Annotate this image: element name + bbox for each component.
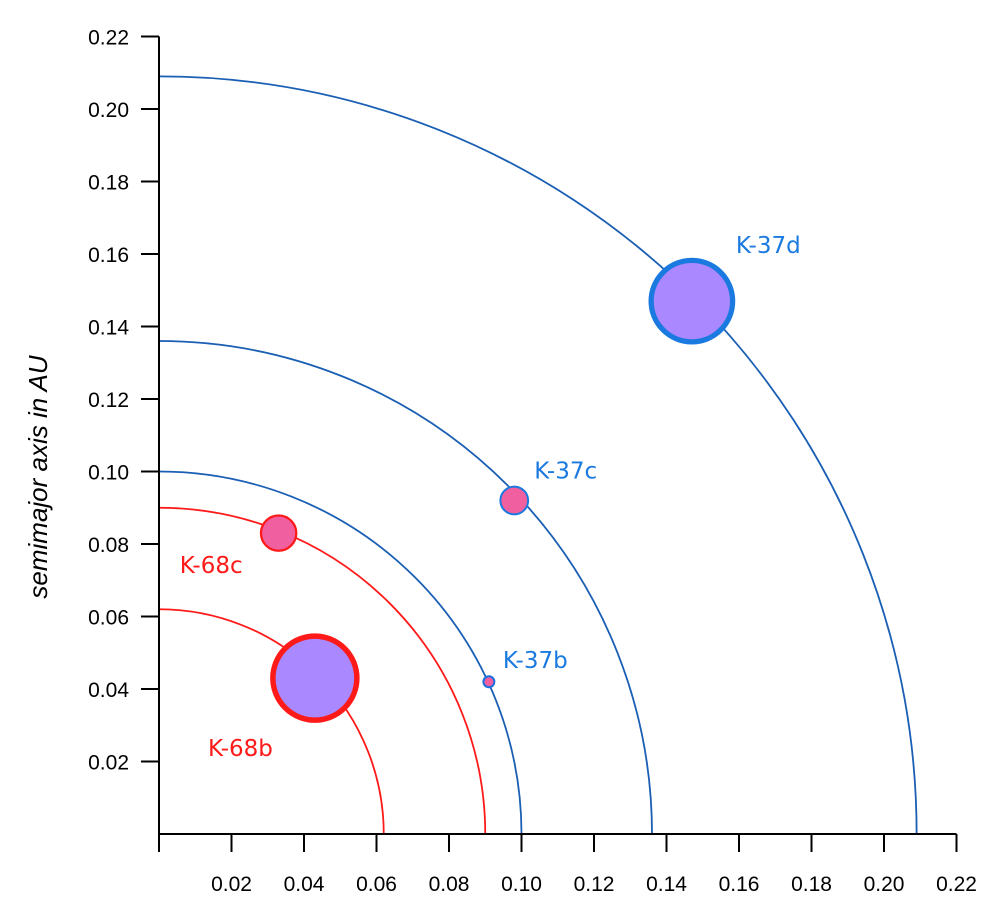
planet-k-37c (499, 485, 530, 516)
x-tick-label-0.20: 0.20 (864, 873, 905, 896)
y-tick-label-0.16: 0.16 (88, 244, 129, 267)
axes (158, 36, 957, 835)
planet-label-k-37b: K-37b (503, 648, 568, 674)
y-tick-label-0.12: 0.12 (88, 389, 129, 412)
orbit-5 (158, 75, 918, 835)
x-tick-label-0.10: 0.10 (501, 873, 542, 896)
y-ticks: 0.02 0.04 0.06 0.08 0.10 0.12 0.14 0.16 0.18 0.20… (88, 27, 159, 775)
x-tick-label-0.18: 0.18 (791, 873, 832, 896)
x-tick-label-0.12: 0.12 (574, 873, 615, 896)
y-axis-title: semimajor axis in AU (23, 355, 53, 598)
planet-k-37d (648, 257, 736, 345)
y-tick-label-0.18: 0.18 (88, 172, 129, 195)
y-tick-label-0.14: 0.14 (88, 317, 129, 340)
y-tick-label-0.22: 0.22 (88, 27, 129, 50)
y-tick-label-0.20: 0.20 (88, 99, 129, 122)
orbit-layer (158, 75, 918, 835)
orbit-4 (158, 340, 653, 835)
x-tick-label-0.02: 0.02 (211, 873, 252, 896)
x-ticks: 0.02 0.04 0.06 0.08 0.10 0.12 0.14 0.16 0.18 0.20… (158, 834, 977, 896)
y-tick-label-0.06: 0.06 (88, 607, 129, 630)
orbit-2 (158, 506, 487, 835)
orbit-3 (158, 470, 523, 835)
x-tick-label-0.08: 0.08 (429, 873, 470, 896)
y-tick-label-0.02: 0.02 (88, 752, 129, 775)
y-tick-label-0.08: 0.08 (88, 534, 129, 557)
y-tick-label-0.04: 0.04 (88, 679, 129, 702)
x-tick-label-0.06: 0.06 (356, 873, 397, 896)
y-tick-label-0.10: 0.10 (88, 462, 129, 485)
planet-label-k-37c: K-37c (534, 459, 597, 485)
planet-k-68c (259, 514, 298, 552)
orbit-1 (158, 608, 385, 835)
planet-label-k-37d: K-37d (736, 233, 801, 259)
x-tick-label-0.14: 0.14 (646, 873, 687, 896)
planet-label-k-68b: K-68b (208, 736, 273, 762)
planet-label-layer: K-68b K-68c K-37b K-37c K-37d (180, 233, 801, 762)
planet-k-37b (482, 675, 496, 689)
planet-layer (259, 257, 736, 723)
planet-label-k-68c: K-68c (180, 553, 243, 579)
x-tick-label-0.22: 0.22 (936, 873, 977, 896)
x-tick-label-0.16: 0.16 (719, 873, 760, 896)
planet-k-68b (270, 633, 360, 723)
x-tick-label-0.04: 0.04 (284, 873, 325, 896)
